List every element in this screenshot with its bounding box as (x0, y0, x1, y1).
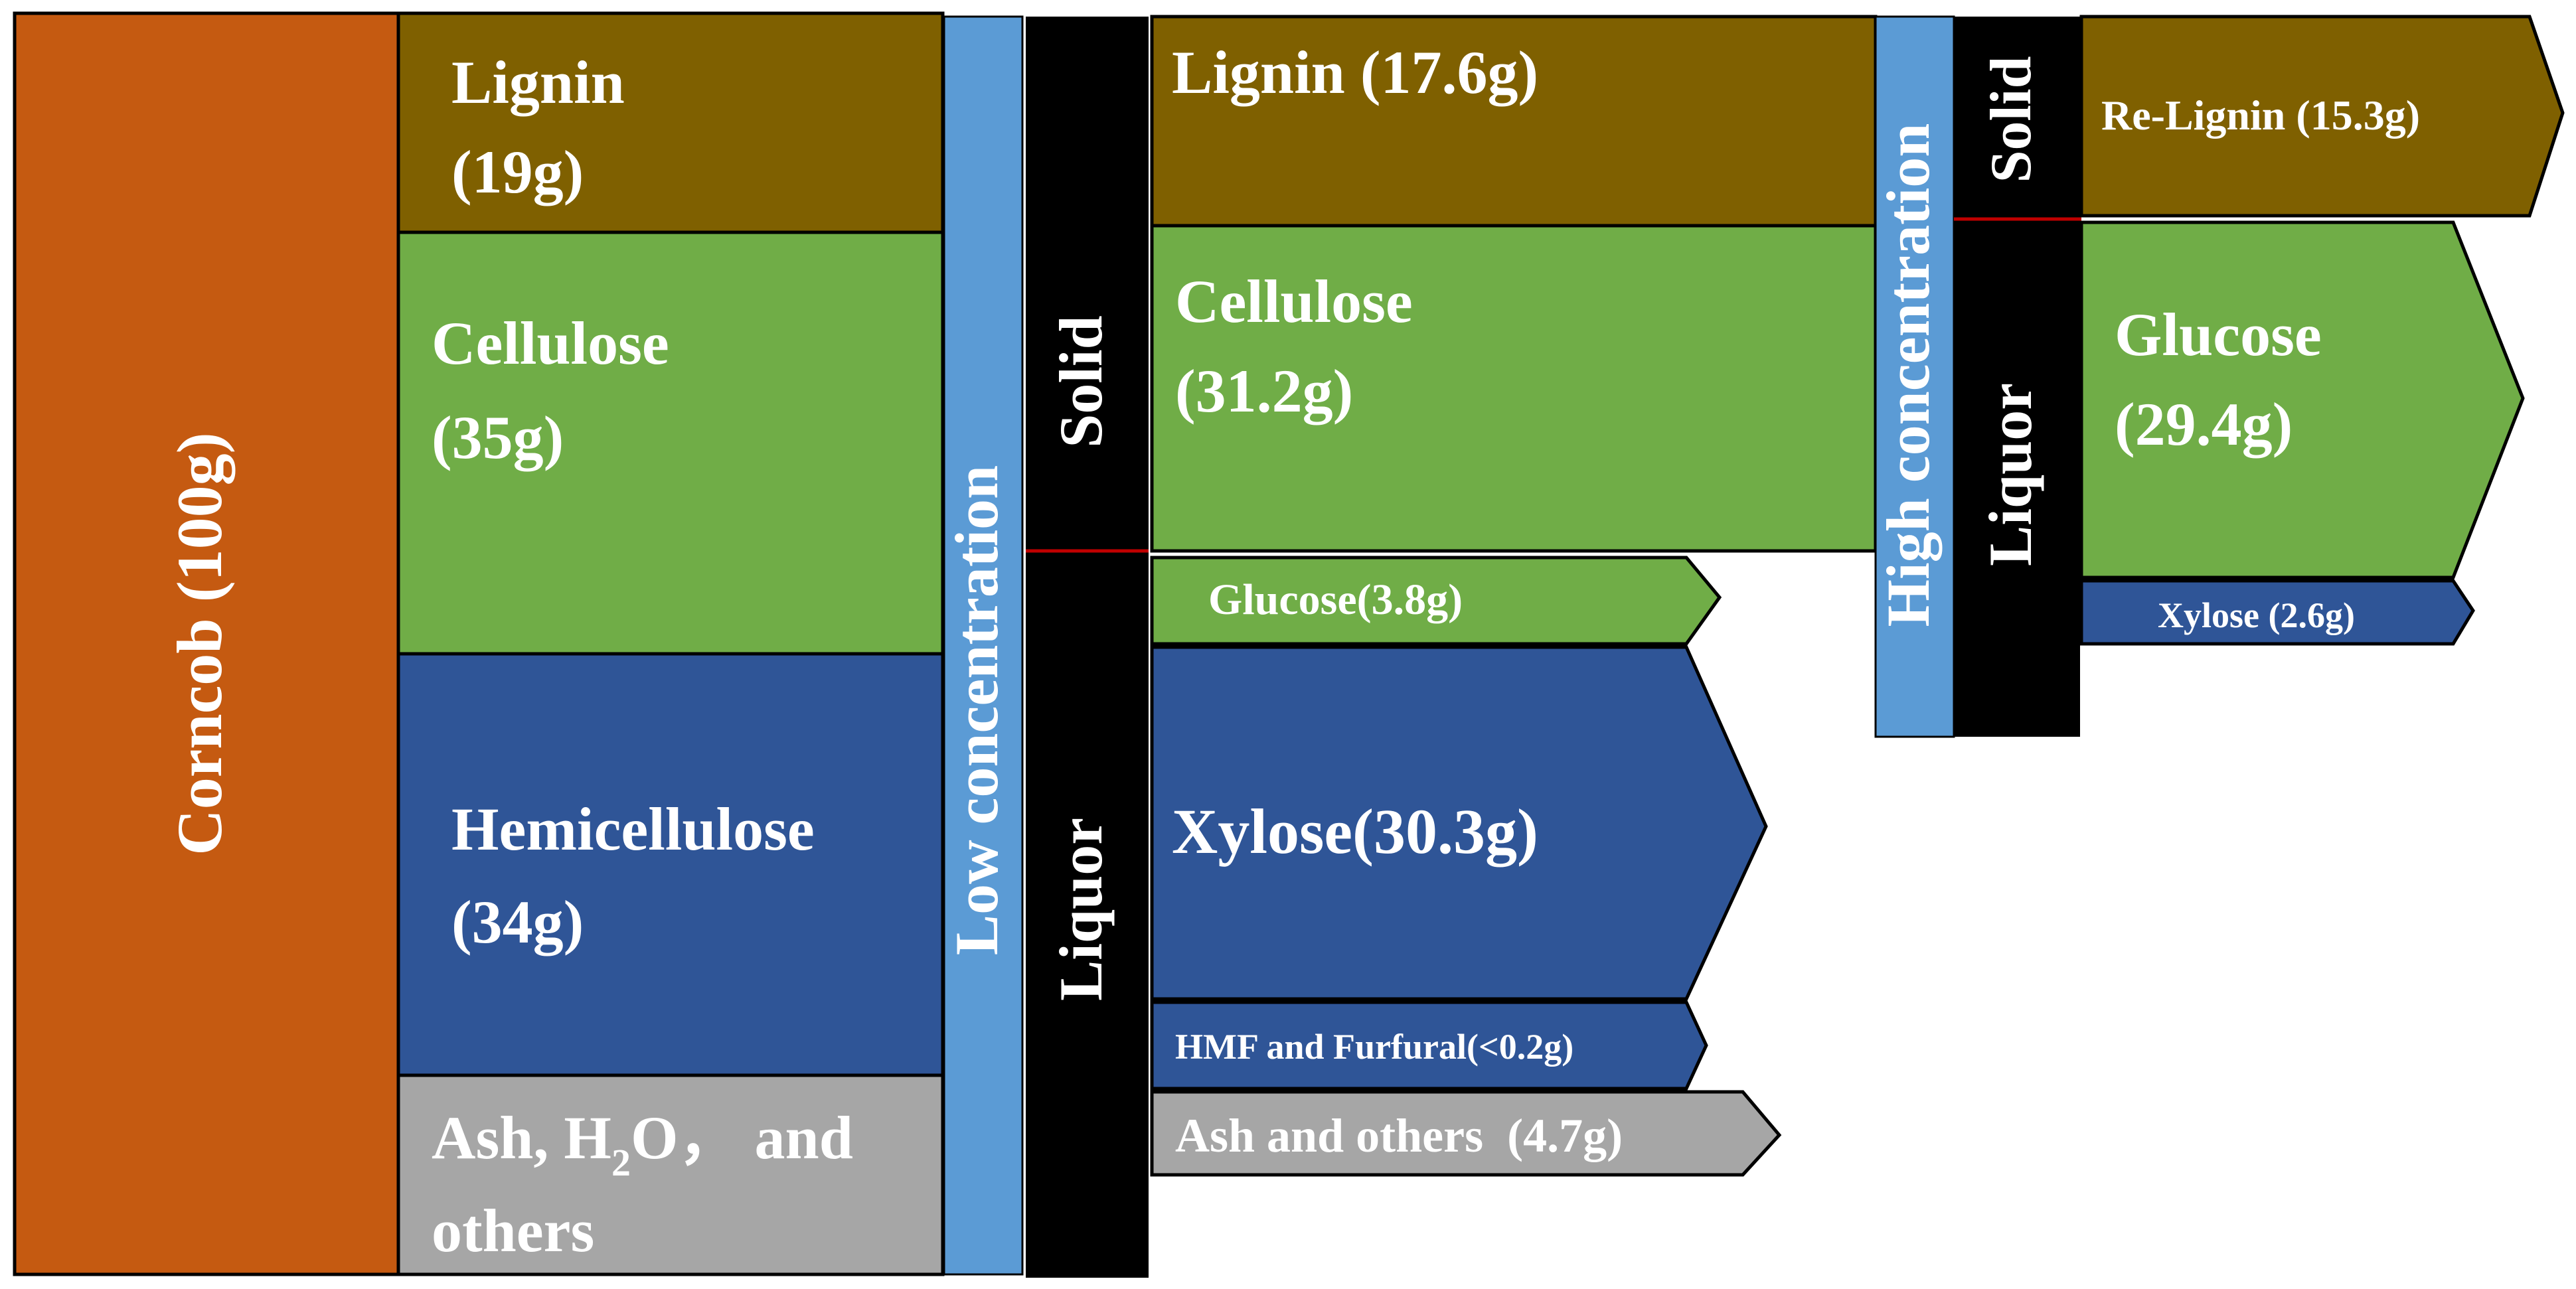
stage2-glucose-output-label: Glucose (29.4g) (2115, 301, 2337, 458)
stage1-liquor-label: Liquor (1047, 818, 1115, 1001)
corncob-block (13, 11, 400, 1276)
stage2-solid-liquor-bar (1954, 17, 2080, 737)
stage1-ash-output-arrow (1150, 1090, 1782, 1177)
stage2-glucose-output-arrow (2079, 220, 2525, 579)
low-concentration-label: Low concentration (943, 465, 1010, 955)
cellulose-component-block (396, 230, 945, 656)
ash-component-label: Ash, H2O， and others (432, 1104, 868, 1264)
lignin-component-label: Lignin (19g) (451, 48, 640, 206)
stage1-lignin-output-label: Lignin (17.6g) (1172, 38, 1538, 106)
stage1-solid-label: Solid (1047, 315, 1115, 447)
corncob-label: Corncob (100g) (164, 432, 235, 855)
stage1-xylose-output-label: Xylose(30.3g) (1172, 796, 1538, 867)
low-concentration-bar (943, 15, 1024, 1276)
stage2-relignin-output-arrow (2079, 15, 2565, 218)
ash-component-block (396, 1073, 945, 1276)
stage2-relignin-output-label: Re-Lignin (15.3g) (2101, 92, 2420, 139)
stage1-glucose-output-arrow (1150, 556, 1722, 646)
stage2-xylose-output-label: Xylose (2.6g) (2158, 595, 2355, 635)
stage1-hmf-furfural-output-label: HMF and Furfural(<0.2g) (1175, 1027, 1573, 1067)
stage2-xylose-output-arrow (2079, 579, 2475, 646)
cellulose-component-label: Cellulose (35g) (432, 309, 684, 471)
high-concentration-bar (1874, 15, 1955, 738)
stage1-cellulose-output-label: Cellulose (31.2g) (1175, 267, 1428, 425)
stage2-liquor-label: Liquor (1976, 383, 2044, 566)
lignin-component-block (396, 11, 945, 234)
stage1-hmf-furfural-output-arrow (1150, 1000, 1708, 1091)
hemicellulose-component-label: Hemicellulose (34g) (451, 795, 830, 956)
stage1-solid-liquor-bar (1026, 17, 1149, 1278)
stage1-xylose-output-arrow (1150, 645, 1768, 1001)
stage2-solid-label: Solid (1979, 56, 2044, 183)
stage1-cellulose-output-block (1150, 224, 1878, 553)
stage1-ash-output-label: Ash and others (4.7g) (1175, 1109, 1623, 1162)
stage1-glucose-output-label: Glucose(3.8g) (1208, 575, 1463, 624)
hemicellulose-component-block (396, 652, 945, 1077)
high-concentration-label: High concentration (1874, 123, 1942, 627)
